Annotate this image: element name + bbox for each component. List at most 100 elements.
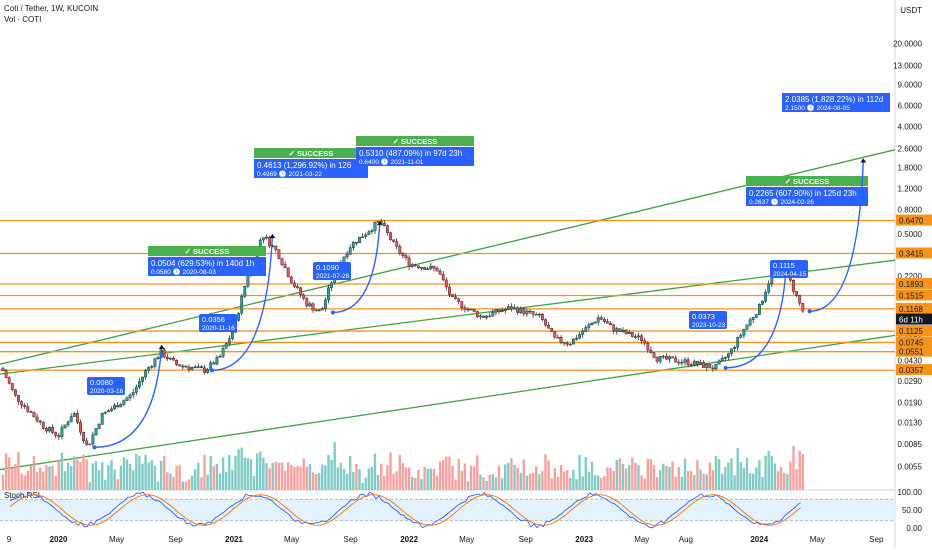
candle-body [758, 304, 761, 315]
volume-bar [122, 457, 126, 490]
volume-bar [352, 472, 355, 490]
candle-body [69, 416, 73, 423]
target-info-line2: 0.0580 🕓 2020-08-03 [151, 268, 216, 276]
candle-body [429, 265, 433, 269]
candle-body [410, 264, 414, 267]
x-tick-label: 9 [7, 535, 12, 544]
candle-body [361, 236, 364, 238]
volume-bar [429, 468, 432, 490]
level-tag-label: 6d 11h [899, 316, 923, 325]
candle-body [184, 365, 188, 368]
candle-body [488, 315, 492, 318]
volume-bar [448, 456, 451, 490]
y-tick-label: 0.0290 [898, 377, 923, 386]
volume-bar [324, 465, 327, 490]
volume-bar [60, 452, 64, 490]
candle-body [562, 342, 566, 344]
volume-bar [88, 482, 91, 490]
level-tag-label: 0.1515 [899, 291, 924, 300]
candle-body [671, 356, 675, 359]
candle-body [113, 404, 117, 410]
volume-bar [327, 455, 330, 490]
candle-body [748, 319, 752, 326]
volume-bar [386, 465, 389, 490]
trade-arc [211, 234, 274, 371]
volume-title: Vol · COTI [4, 15, 42, 24]
volume-bar [401, 463, 405, 490]
volume-bar [736, 447, 739, 490]
volume-bar [578, 454, 581, 490]
volume-bar [200, 477, 203, 490]
x-tick-label: May [634, 535, 649, 544]
volume-bar [624, 468, 628, 490]
volume-bar [91, 463, 95, 490]
candle-body [7, 377, 11, 384]
volume-bar [770, 455, 773, 490]
volume-bar [683, 458, 687, 490]
candle-body [541, 313, 544, 320]
candle-body [761, 300, 764, 305]
volume-bar [172, 476, 175, 490]
candle-body [506, 306, 510, 310]
target-info-box [148, 257, 266, 276]
volume-bar [420, 479, 423, 490]
volume-bar [110, 460, 113, 490]
volume-bar [147, 462, 150, 490]
volume-bar [652, 464, 656, 490]
candle-body [754, 314, 758, 318]
x-tick-label: 2024 [750, 535, 768, 544]
volume-bar [600, 477, 603, 490]
volume-bar [54, 475, 57, 490]
candle-body [224, 343, 228, 349]
candle-body [578, 334, 582, 339]
level-tag [896, 364, 932, 376]
target-info-line1: 0.4613 (1,296.92%) in 126 [257, 161, 352, 170]
candle-body [119, 404, 123, 408]
volume-bar [640, 475, 643, 490]
candle-body [711, 367, 715, 370]
volume-bar [730, 458, 733, 490]
volume-bar [228, 454, 231, 490]
y-tick-label: 0.0130 [898, 418, 923, 427]
candle-body [413, 264, 417, 267]
volume-bar [590, 461, 594, 490]
candle-body [618, 328, 622, 332]
volume-bar [677, 467, 680, 490]
candle-body [792, 279, 795, 292]
level-tag [896, 289, 932, 301]
trade-start-dot [807, 309, 812, 314]
volume-bar [776, 471, 780, 490]
candle-body [60, 427, 64, 437]
volume-bar [280, 462, 284, 490]
entry-label-box [689, 311, 727, 329]
level-tag [896, 247, 932, 259]
target-info-line2: 0.2637 🕓 2024-02-26 [749, 198, 814, 206]
volume-bar [435, 476, 439, 490]
volume-bar [569, 477, 572, 490]
entry-label-box [199, 314, 237, 332]
target-info-line1: 0.5310 (487.09%) in 97d 23h [359, 149, 462, 158]
volume-bar [535, 466, 538, 490]
entry-label-box [770, 260, 808, 278]
volume-bar [26, 470, 29, 490]
candle-body [482, 315, 485, 318]
candle-body [494, 309, 498, 313]
candle-body [199, 366, 203, 368]
trade-arc [809, 158, 865, 312]
volume-bar [457, 458, 460, 490]
entry-price-label: 0.1115 [773, 261, 795, 270]
volume-bar [659, 470, 662, 490]
candle-body [714, 363, 718, 369]
rsi-tick-label: 100.00 [898, 488, 923, 497]
trade-target-marker [376, 221, 383, 226]
volume-bar [305, 466, 308, 490]
volume-bar [507, 463, 510, 490]
volume-bar [63, 471, 67, 490]
target-info-line1: 0.0504 (629.53%) in 140d 1h [151, 259, 254, 268]
volume-bar [209, 456, 212, 490]
rsi-tick-label: 0.00 [906, 524, 922, 533]
volume-bar [265, 463, 268, 490]
candle-body [286, 267, 290, 278]
volume-bar [469, 465, 473, 490]
